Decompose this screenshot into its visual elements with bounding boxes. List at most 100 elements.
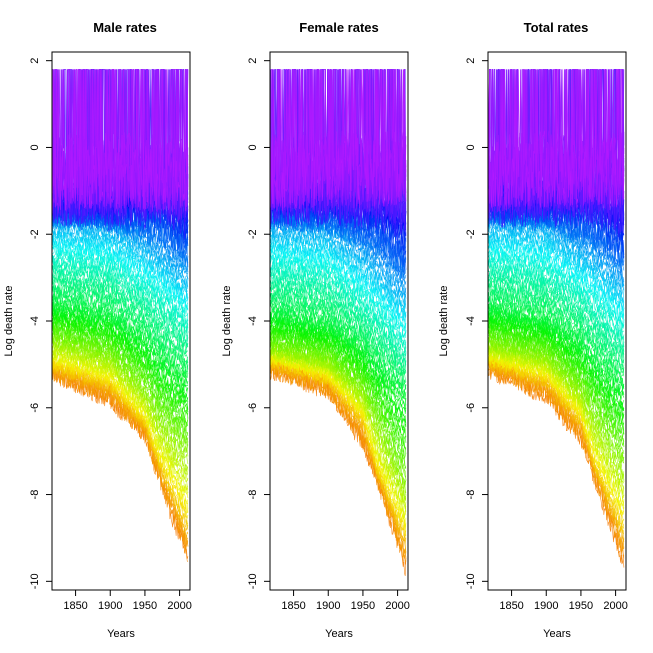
series-line-age-62 — [270, 257, 407, 346]
series-line-age-29 — [270, 335, 407, 470]
x-tick-label: 1950 — [569, 600, 593, 612]
series-line-age-31 — [52, 323, 189, 431]
series-line-age-73 — [488, 220, 625, 292]
y-tick-label: -2 — [247, 229, 259, 239]
y-tick-label: -10 — [465, 573, 477, 589]
series-line-age-46 — [52, 295, 189, 379]
x-tick-label: 2000 — [385, 600, 409, 612]
series-line-age-21 — [488, 340, 625, 483]
series-line-age-45 — [488, 302, 625, 391]
series-group — [270, 69, 407, 576]
series-line-age-57 — [270, 271, 407, 362]
series-line-age-65 — [270, 248, 407, 333]
y-tick-label: -8 — [247, 490, 259, 500]
y-tick-label: -10 — [247, 573, 259, 589]
series-line-age-18 — [270, 350, 407, 512]
chart-title: Female rates — [299, 20, 379, 35]
series-line-age-22 — [52, 337, 189, 471]
series-line-age-55 — [270, 278, 407, 367]
y-tick-label: -2 — [465, 229, 477, 239]
series-line-age-41 — [270, 314, 407, 413]
x-tick-label: 1850 — [499, 600, 523, 612]
series-line-age-54 — [52, 272, 189, 350]
series-group — [488, 69, 625, 568]
x-tick-label: 1900 — [534, 600, 558, 612]
series-line-age-40 — [52, 306, 189, 402]
y-tick-label: 2 — [247, 58, 259, 64]
x-tick-label: 1950 — [133, 600, 157, 612]
series-line-age-110 — [488, 69, 625, 212]
x-axis-label: Years — [325, 628, 353, 640]
series-line-age-11 — [52, 358, 189, 519]
y-axis-label: Log death rate — [221, 286, 233, 357]
series-line-age-47 — [488, 297, 625, 380]
series-line-age-64 — [52, 245, 189, 314]
series-line-age-51 — [270, 290, 407, 376]
y-tick-label: -8 — [29, 490, 41, 500]
y-tick-label: -4 — [465, 316, 477, 326]
series-line-age-69 — [488, 232, 625, 309]
series-line-age-71 — [52, 226, 189, 293]
series-line-age-59 — [52, 257, 189, 334]
x-tick-label: 1850 — [281, 600, 305, 612]
y-tick-label: -6 — [29, 403, 41, 413]
y-tick-label: 2 — [465, 58, 477, 64]
series-line-age-50 — [488, 288, 625, 372]
y-tick-label: 0 — [247, 144, 259, 150]
chart-title: Total rates — [524, 20, 589, 35]
series-line-age-109 — [488, 69, 625, 211]
series-line-age-42 — [270, 311, 407, 415]
series-group — [52, 69, 189, 563]
series-line-age-72 — [270, 228, 407, 306]
series-line-age-71 — [270, 231, 407, 310]
series-line-age-0 — [488, 360, 625, 568]
x-axis-label: Years — [543, 628, 571, 640]
x-tick-label: 2000 — [603, 600, 627, 612]
x-tick-label: 1900 — [316, 600, 340, 612]
y-tick-label: -2 — [29, 229, 41, 239]
series-line-age-77 — [488, 211, 625, 280]
x-tick-label: 1900 — [98, 600, 122, 612]
series-line-age-4 — [270, 360, 407, 562]
series-line-age-52 — [488, 281, 625, 367]
y-tick-label: 0 — [29, 144, 41, 150]
y-tick-label: -4 — [29, 316, 41, 326]
chart-panel-1: 1850 1900 1950 2000 2 0 -2 -4 -6 -8 -10 Male rates Y… — [3, 20, 192, 640]
series-line-age-38 — [488, 314, 625, 419]
series-line-age-36 — [52, 315, 189, 415]
series-line-age-109 — [270, 69, 407, 211]
y-tick-label: -4 — [247, 316, 259, 326]
series-line-age-23 — [270, 345, 407, 496]
series-line-age-24 — [488, 339, 625, 470]
x-tick-label: 1850 — [63, 600, 87, 612]
series-line-age-9 — [52, 359, 189, 528]
chart-title: Male rates — [93, 20, 157, 35]
y-tick-label: 2 — [29, 58, 41, 64]
y-tick-label: -10 — [29, 573, 41, 589]
y-tick-label: 0 — [465, 144, 477, 150]
chart-panel-2: 1850 1900 1950 2000 2 0 -2 -4 -6 -8 -10 Female rate… — [221, 20, 410, 640]
y-axis-label: Log death rate — [438, 286, 450, 357]
y-axis-label: Log death rate — [3, 286, 15, 357]
chart-panel-3: 1850 1900 1950 2000 2 0 -2 -4 -6 -8 -10 Total rates… — [438, 20, 628, 640]
series-line-age-65 — [52, 240, 189, 311]
y-tick-label: -6 — [465, 403, 477, 413]
series-line-age-110 — [270, 69, 407, 211]
series-line-age-110 — [52, 69, 189, 211]
series-line-age-49 — [270, 293, 407, 385]
series-line-age-31 — [270, 331, 407, 459]
y-tick-label: -8 — [465, 490, 477, 500]
series-line-age-5 — [488, 358, 625, 549]
series-line-age-61 — [270, 260, 407, 349]
series-line-age-67 — [270, 242, 407, 324]
series-line-age-50 — [52, 285, 189, 365]
series-line-age-47 — [270, 299, 407, 390]
x-tick-label: 1950 — [351, 600, 375, 612]
x-tick-label: 2000 — [167, 600, 191, 612]
x-axis-label: Years — [107, 628, 135, 640]
series-line-age-63 — [270, 255, 407, 339]
series-line-age-58 — [270, 268, 407, 357]
series-line-age-19 — [52, 344, 189, 482]
y-tick-label: -6 — [247, 403, 259, 413]
